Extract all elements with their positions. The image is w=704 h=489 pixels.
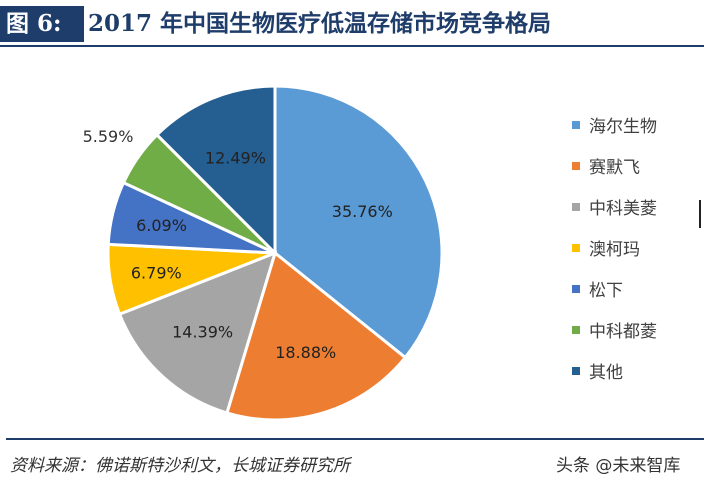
legend-item-6: 中科都菱 bbox=[572, 309, 700, 350]
pie-slice-2 bbox=[225, 250, 408, 422]
slice-value-label-5: 6.09% bbox=[136, 216, 187, 235]
legend-item-7: 其他 bbox=[572, 350, 700, 391]
legend-swatch bbox=[572, 120, 580, 129]
legend-item-2: 赛默飞 bbox=[572, 145, 700, 186]
source-note: 资料来源：佛诺斯特沙利文，长城证券研究所 bbox=[10, 456, 350, 476]
edge-marker bbox=[699, 200, 701, 228]
legend-swatch bbox=[572, 366, 580, 375]
legend-item-3: 中科美菱 bbox=[572, 186, 700, 227]
slice-value-label-1: 35.76% bbox=[332, 202, 393, 221]
slice-value-label-7: 12.49% bbox=[205, 148, 266, 167]
legend-item-5: 松下 bbox=[572, 268, 700, 309]
chart-legend: 海尔生物赛默飞中科美菱澳柯玛松下中科都菱其他 bbox=[572, 104, 700, 391]
slice-value-label-6: 5.59% bbox=[83, 127, 134, 146]
legend-swatch bbox=[572, 161, 580, 170]
legend-label: 松下 bbox=[589, 281, 623, 301]
legend-swatch bbox=[572, 284, 580, 293]
legend-swatch bbox=[572, 325, 580, 334]
legend-swatch bbox=[572, 243, 580, 252]
pie-slice-3 bbox=[117, 250, 278, 415]
legend-label: 中科都菱 bbox=[589, 322, 657, 342]
legend-label: 海尔生物 bbox=[589, 117, 657, 137]
legend-label: 澳柯玛 bbox=[589, 240, 640, 260]
slice-value-label-2: 18.88% bbox=[275, 343, 336, 362]
pie-chart: 35.76% 18.88% 14.39% 6.79% 6.09% 5.59% 12.49% bbox=[83, 84, 444, 422]
pie-slice-1 bbox=[273, 84, 444, 360]
pie-slice-7 bbox=[154, 84, 277, 257]
legend-label: 赛默飞 bbox=[589, 158, 640, 178]
figure-number: 图 6: bbox=[0, 6, 84, 42]
legend-item-4: 澳柯玛 bbox=[572, 227, 700, 268]
slice-value-label-3: 14.39% bbox=[172, 323, 233, 342]
legend-label: 其他 bbox=[589, 363, 623, 383]
chart-title: 2017 年中国生物医疗低温存储市场竞争格局 bbox=[88, 10, 552, 37]
header-divider bbox=[0, 45, 704, 47]
figure-header: 图 6: 2017 年中国生物医疗低温存储市场竞争格局 bbox=[0, 0, 704, 50]
watermark: 头条 @未来智库 bbox=[556, 456, 681, 476]
footer-divider bbox=[6, 438, 704, 440]
pie-data-labels: 35.76% 18.88% 14.39% 6.79% 6.09% 5.59% 12.49% bbox=[83, 127, 393, 362]
legend-label: 中科美菱 bbox=[589, 199, 657, 219]
legend-item-1: 海尔生物 bbox=[572, 104, 700, 145]
pie-slices bbox=[106, 84, 444, 422]
slice-value-label-4: 6.79% bbox=[131, 263, 182, 282]
legend-swatch bbox=[572, 202, 580, 211]
